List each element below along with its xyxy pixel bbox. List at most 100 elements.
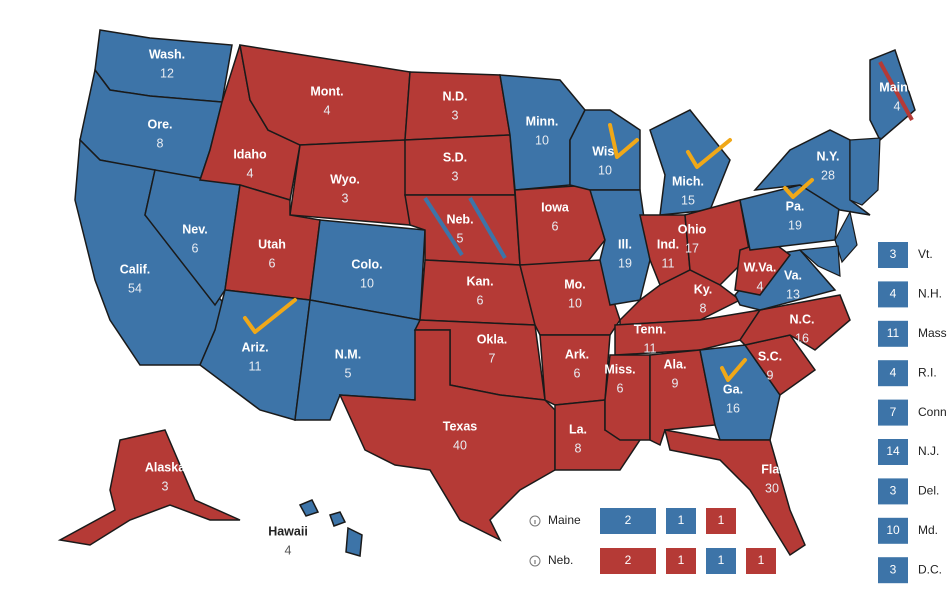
stripe — [423, 196, 464, 257]
state-label: Hawaii — [268, 524, 308, 538]
state-votes: 8 — [157, 136, 164, 150]
state-votes: 19 — [788, 218, 802, 232]
vote-box — [878, 320, 908, 347]
state-votes: 10 — [535, 133, 549, 147]
state-label: S.C. — [758, 349, 782, 363]
box-votes: 3 — [890, 562, 897, 576]
stripe — [878, 61, 914, 121]
state-label: Calif. — [120, 262, 151, 276]
state-votes: 10 — [598, 163, 612, 177]
state-votes: 30 — [765, 481, 779, 495]
box-label: Vt. — [918, 247, 933, 261]
state-votes: 6 — [574, 366, 581, 380]
state-votes: 17 — [685, 241, 699, 255]
state-shape — [57, 429, 241, 546]
info-icon — [529, 515, 541, 527]
state-label: Ind. — [657, 237, 679, 251]
checkmarks — [243, 123, 814, 382]
state-votes: 11 — [249, 359, 262, 373]
state-label: Nev. — [182, 222, 207, 236]
box-votes: 7 — [890, 405, 897, 419]
state-label: Maine — [879, 80, 914, 94]
state-label: Okla. — [477, 332, 508, 346]
box-votes: 4 — [890, 287, 897, 301]
vote-box — [878, 360, 908, 387]
state-labels: Wash.12Ore.8Calif.54Nev.6Idaho4Mont.4Wyo… — [120, 47, 915, 557]
state-votes: 12 — [160, 66, 174, 80]
state-votes: 6 — [269, 256, 276, 270]
state-votes: 8 — [575, 441, 582, 455]
state-label: Utah — [258, 237, 286, 251]
box-label: Del. — [918, 484, 939, 498]
state-label: Mich. — [672, 174, 704, 188]
vote-box — [878, 557, 908, 584]
state-shape — [345, 526, 363, 557]
checkmark — [608, 123, 639, 159]
state-label: Va. — [784, 268, 802, 282]
state-votes: 19 — [618, 256, 632, 270]
state-label: La. — [569, 422, 587, 436]
box-votes: 10 — [886, 523, 900, 537]
district-votes: 2 — [625, 553, 632, 567]
new-england-shape — [849, 137, 881, 206]
state-label: Fla. — [761, 462, 783, 476]
state-label: Texas — [443, 419, 478, 433]
state-label: N.C. — [790, 312, 815, 326]
checkmark — [720, 358, 747, 382]
state-label: Minn. — [526, 114, 559, 128]
district-box — [706, 508, 736, 534]
state-label: Wis. — [592, 144, 618, 158]
state-votes: 10 — [360, 276, 374, 290]
vote-box — [878, 517, 908, 544]
box-votes: 3 — [890, 484, 897, 498]
district-votes: 1 — [678, 513, 685, 527]
ne-small-states — [798, 137, 881, 277]
decor-stripes — [423, 61, 914, 260]
state-label: W.Va. — [744, 260, 777, 274]
state-shape — [298, 499, 320, 517]
state-label: Ohio — [678, 222, 707, 236]
district-box — [666, 508, 696, 534]
state-label: Ore. — [147, 117, 172, 131]
state-label: Wyo. — [330, 172, 360, 186]
info-icon — [529, 555, 541, 567]
state-votes: 28 — [821, 168, 835, 182]
state-label: Neb. — [446, 212, 473, 226]
state-votes: 11 — [662, 256, 675, 270]
state-label: Ill. — [618, 237, 632, 251]
state-label: N.Y. — [817, 149, 840, 163]
district-box — [600, 508, 656, 534]
box-votes: 4 — [890, 365, 897, 379]
district-votes: 1 — [718, 553, 725, 567]
state-votes: 13 — [786, 287, 800, 301]
box-votes: 3 — [890, 247, 897, 261]
state-label: Colo. — [351, 257, 382, 271]
state-label: Ark. — [565, 347, 589, 361]
state-votes: 54 — [128, 281, 142, 295]
box-label: Md. — [918, 523, 938, 537]
state-shape — [404, 134, 516, 196]
state-votes: 6 — [477, 293, 484, 307]
state-label: Wash. — [149, 47, 185, 61]
state-votes: 4 — [324, 103, 331, 117]
state-votes: 4 — [285, 543, 292, 557]
vote-box — [878, 242, 908, 268]
state-votes: 9 — [672, 376, 679, 390]
box-label: R.I. — [918, 365, 937, 379]
split-states: Maine 2 1 1 Neb. 2 1 1 1 — [529, 508, 776, 574]
box-votes: 14 — [886, 444, 900, 458]
state-label: Mont. — [310, 84, 343, 98]
box-label: Mass — [918, 326, 947, 340]
state-shape — [869, 49, 916, 142]
state-votes: 3 — [342, 191, 349, 205]
state-label: Iowa — [541, 200, 570, 214]
state-votes: 16 — [795, 331, 809, 345]
state-label: Ala. — [664, 357, 687, 371]
state-label: Pa. — [786, 199, 805, 213]
state-label: N.D. — [443, 89, 468, 103]
state-shape — [739, 184, 841, 251]
state-votes: 8 — [700, 301, 707, 315]
state-votes: 3 — [452, 169, 459, 183]
state-label: Alaska — [145, 460, 186, 474]
